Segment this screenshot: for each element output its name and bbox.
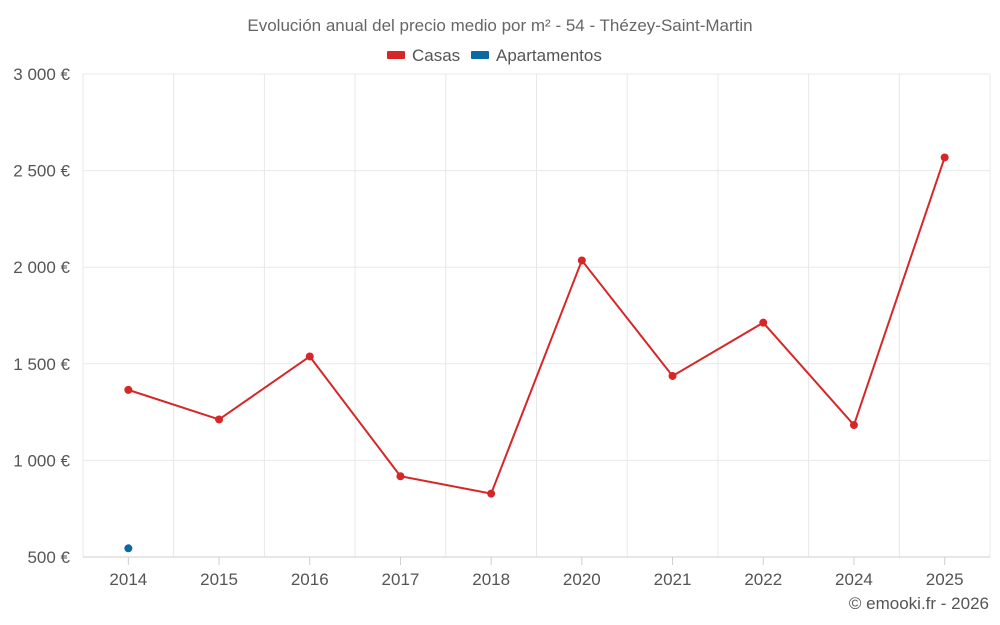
y-tick-label: 500 € — [27, 548, 70, 567]
axes — [83, 556, 990, 565]
data-point-casas[interactable] — [487, 489, 496, 498]
data-point-casas[interactable] — [215, 415, 224, 424]
tick-labels: 500 € 1 000 € 1 500 € 2 000 € 2 500 € 3 000 €… — [13, 65, 963, 589]
series-line-casas — [128, 157, 946, 495]
x-tick-label: 2014 — [109, 570, 147, 589]
x-tick-label: 2022 — [744, 570, 782, 589]
legend-swatch-casas[interactable] — [387, 51, 405, 59]
data-point-casas[interactable] — [668, 371, 677, 380]
chart-credit: © emooki.fr - 2026 — [849, 594, 989, 613]
y-tick-label: 3 000 € — [13, 65, 70, 84]
x-tick-label: 2017 — [382, 570, 420, 589]
data-point-casas[interactable] — [124, 385, 133, 394]
data-point-casas[interactable] — [577, 256, 586, 265]
y-tick-label: 1 500 € — [13, 355, 70, 374]
data-point-casas[interactable] — [759, 318, 768, 327]
data-point-casas[interactable] — [396, 472, 405, 481]
chart-title: Evolución anual del precio medio por m² … — [247, 16, 752, 35]
data-point-apartamentos[interactable] — [124, 544, 133, 553]
gridlines — [82, 73, 991, 557]
legend-label-casas[interactable]: Casas — [412, 46, 460, 65]
x-tick-label: 2024 — [835, 570, 873, 589]
y-tick-label: 2 000 € — [13, 258, 70, 277]
series-layer — [124, 153, 949, 553]
y-tick-label: 1 000 € — [13, 451, 70, 470]
y-tick-label: 2 500 € — [13, 162, 70, 181]
legend-label-apartamentos[interactable]: Apartamentos — [496, 46, 602, 65]
x-tick-label: 2025 — [926, 570, 964, 589]
legend-swatch-apartamentos[interactable] — [471, 51, 489, 59]
x-tick-label: 2016 — [291, 570, 329, 589]
data-point-casas[interactable] — [849, 421, 858, 430]
x-tick-label: 2021 — [654, 570, 692, 589]
x-tick-label: 2018 — [472, 570, 510, 589]
x-tick-label: 2015 — [200, 570, 238, 589]
legend: Casas Apartamentos — [387, 46, 602, 65]
data-point-casas[interactable] — [305, 352, 314, 361]
data-point-casas[interactable] — [940, 153, 949, 162]
x-tick-label: 2020 — [563, 570, 601, 589]
